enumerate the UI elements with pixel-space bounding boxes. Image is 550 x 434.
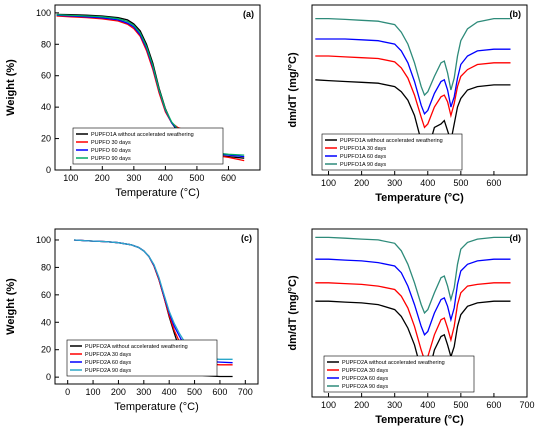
legend-entry: PUPFO1A 30 days xyxy=(340,146,386,152)
plot-frame xyxy=(311,4,528,176)
y-axis-label: dm/dT (mg/°C) xyxy=(287,52,299,128)
series-line xyxy=(315,55,511,129)
y-axis-label: Weight (%) xyxy=(5,59,17,116)
x-tick-label: 0 xyxy=(65,387,70,397)
x-tick-label: 600 xyxy=(486,400,501,410)
x-tick-label: 200 xyxy=(354,178,369,188)
y-axis-label: Weight (%) xyxy=(5,278,17,335)
x-axis-label: Temperature (°C) xyxy=(114,401,198,413)
panel-label: (a) xyxy=(243,9,254,19)
y-tick-label: 60 xyxy=(41,290,51,300)
x-tick-label: 700 xyxy=(519,400,534,410)
legend-entry: PUPFO2A without accelerated weathering xyxy=(85,344,188,350)
x-tick-label: 600 xyxy=(212,387,227,397)
x-tick-label: 700 xyxy=(238,387,253,397)
series-line xyxy=(315,17,511,97)
x-tick-label: 200 xyxy=(111,387,126,397)
y-tick-label: 0 xyxy=(46,165,51,175)
legend-entry: PUPFO1A 60 days xyxy=(340,154,386,160)
x-tick-label: 400 xyxy=(158,173,173,183)
legend-entry: PUPFO 30 days xyxy=(91,140,131,146)
series-line xyxy=(315,236,511,315)
x-tick-label: 500 xyxy=(187,387,202,397)
x-tick-label: 400 xyxy=(420,178,435,188)
x-tick-label: 300 xyxy=(136,387,151,397)
x-tick-label: 100 xyxy=(321,178,336,188)
panel-label: (d) xyxy=(510,233,522,243)
x-tick-label: 300 xyxy=(387,400,402,410)
legend-entry: PUPFO2A without accelerated weathering xyxy=(342,360,445,366)
legend-entry: PUPFO2A 90 days xyxy=(342,384,388,390)
plot-frame xyxy=(311,228,528,398)
x-tick-label: 600 xyxy=(486,178,501,188)
y-tick-label: 100 xyxy=(36,8,51,18)
legend-entry: PUPFO2A 30 days xyxy=(85,352,131,358)
x-tick-label: 200 xyxy=(354,400,369,410)
legend-entry: PUPFO2A 60 days xyxy=(342,376,388,382)
legend-box xyxy=(323,355,475,393)
y-tick-label: 40 xyxy=(41,317,51,327)
y-tick-label: 80 xyxy=(41,262,51,272)
x-tick-label: 600 xyxy=(221,173,236,183)
x-tick-label: 500 xyxy=(189,173,204,183)
legend-box xyxy=(72,127,224,165)
y-tick-label: 60 xyxy=(41,71,51,81)
chart-panel: 100 200 300 400 500 600 700 Temperature (°C) dm/… xyxy=(287,228,535,426)
y-tick-label: 20 xyxy=(41,134,51,144)
x-tick-label: 300 xyxy=(126,173,141,183)
plot-frame xyxy=(54,4,261,171)
legend-entry: PUPFO1A without accelerated weathering xyxy=(91,132,194,138)
x-tick-label: 100 xyxy=(321,400,336,410)
x-tick-label: 500 xyxy=(453,400,468,410)
legend-entry: PUPFO2A 60 days xyxy=(85,360,131,366)
panel-label: (b) xyxy=(510,9,522,19)
y-tick-label: 80 xyxy=(41,39,51,49)
y-tick-label: 100 xyxy=(36,235,51,245)
y-axis-label: dm/dT (mg/°C) xyxy=(287,275,299,351)
x-tick-label: 400 xyxy=(162,387,177,397)
x-axis-label: Temperature (°C) xyxy=(375,192,464,204)
series-line xyxy=(315,258,511,336)
x-tick-label: 100 xyxy=(63,173,78,183)
chart-panel: 0 100 200 300 400 500 600 700 0 20 40 60 80 100 Temper… xyxy=(5,228,259,413)
legend-entry: PUPFO2A 30 days xyxy=(342,368,388,374)
x-axis-label: Temperature (°C) xyxy=(115,187,199,199)
legend-box xyxy=(66,339,218,377)
series-line xyxy=(315,38,511,115)
legend-entry: PUPFO1A 90 days xyxy=(340,162,386,168)
legend-entry: PUPFO 90 days xyxy=(91,156,131,162)
x-tick-label: 400 xyxy=(420,400,435,410)
chart-panel: 100 200 300 400 500 600 0 20 40 60 80 100 Temperatur… xyxy=(5,4,261,199)
x-axis-label: Temperature (°C) xyxy=(375,414,464,426)
legend-box xyxy=(321,133,463,171)
legend-entry: PUPFO2A 90 days xyxy=(85,368,131,374)
y-tick-label: 0 xyxy=(46,372,51,382)
chart-panel: 100 200 300 400 500 600 Temperature (°C) dm/dT … xyxy=(287,4,528,204)
series-line xyxy=(315,282,511,362)
legend-entry: PUPFO1A without accelerated weathering xyxy=(340,138,443,144)
legend-entry: PUPFO 60 days xyxy=(91,148,131,154)
y-tick-label: 40 xyxy=(41,102,51,112)
panel-label: (c) xyxy=(241,233,252,243)
x-tick-label: 100 xyxy=(86,387,101,397)
x-tick-label: 200 xyxy=(95,173,110,183)
plot-frame xyxy=(54,228,259,385)
x-tick-label: 300 xyxy=(387,178,402,188)
y-tick-label: 20 xyxy=(41,345,51,355)
x-tick-label: 500 xyxy=(453,178,468,188)
